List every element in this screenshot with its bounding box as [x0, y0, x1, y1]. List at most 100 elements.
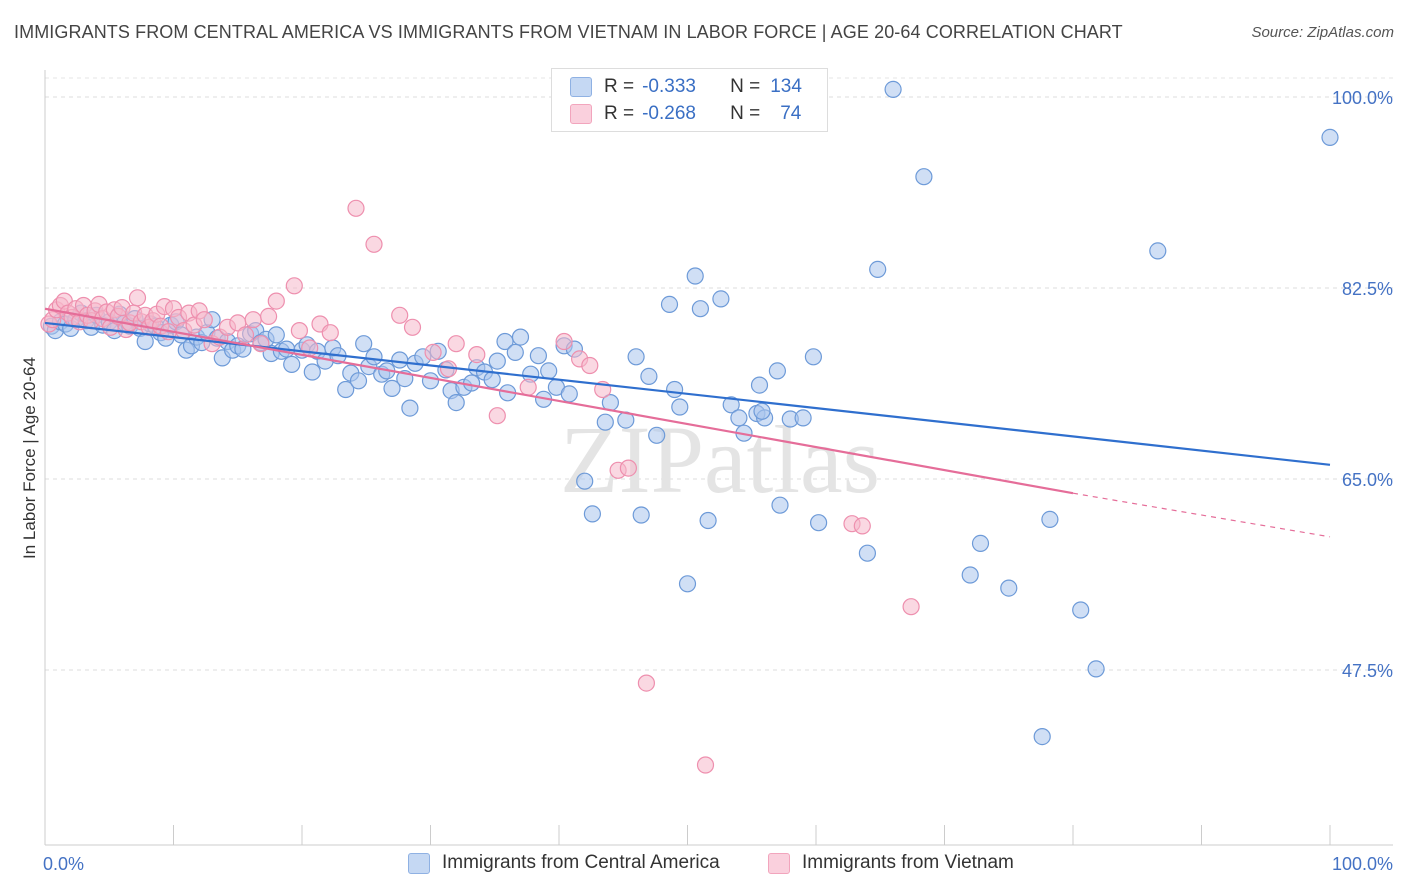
legend-r-label: R =: [604, 103, 635, 124]
data-point: [771, 496, 789, 514]
data-point: [267, 292, 285, 310]
data-point: [596, 413, 614, 431]
source-label: Source: ZipAtlas.com: [1251, 24, 1394, 41]
legend-row-central-america: R = -0.333 N = 134: [570, 74, 802, 100]
data-point: [267, 326, 285, 344]
legend-swatch-pink: [570, 104, 592, 124]
data-point: [283, 355, 301, 373]
data-point: [321, 324, 339, 342]
data-point: [468, 346, 486, 364]
legend-row-vietnam: R = -0.268 N = 74: [570, 101, 801, 127]
data-point: [961, 566, 979, 584]
data-point: [619, 459, 638, 477]
data-point: [581, 356, 599, 375]
y-tick-label: 65.0%: [1342, 470, 1393, 490]
data-point: [303, 363, 321, 381]
data-point: [869, 260, 887, 278]
legend-n-label: N =: [730, 103, 761, 124]
data-point: [236, 326, 255, 344]
data-point: [884, 80, 902, 99]
data-point: [285, 277, 303, 295]
data-point: [447, 335, 465, 353]
data-point: [750, 376, 769, 394]
data-point: [349, 372, 368, 390]
data-point: [136, 332, 154, 351]
data-point: [529, 347, 548, 365]
data-point: [768, 362, 787, 380]
data-point: [496, 332, 514, 351]
y-tick-label: 82.5%: [1342, 279, 1393, 299]
data-point: [391, 306, 409, 324]
legend-n-label: N =: [730, 76, 761, 97]
data-point: [1072, 601, 1090, 619]
series-legend: Immigrants from Central America Immigran…: [0, 850, 1406, 878]
data-point: [722, 396, 740, 414]
data-point: [971, 534, 990, 553]
data-point: [488, 407, 506, 425]
data-point: [506, 343, 524, 361]
legend-swatch-pink: [768, 852, 790, 874]
data-point: [128, 289, 147, 307]
x-tick-label-min: 0.0%: [43, 854, 84, 874]
data-point: [576, 472, 594, 490]
data-point: [1000, 579, 1018, 597]
data-point: [858, 544, 877, 562]
data-point: [511, 328, 530, 346]
legend-item-vietnam: Immigrants from Vietnam: [768, 852, 1014, 874]
data-point: [560, 385, 578, 403]
y-axis-title: In Labor Force | Age 20-64: [20, 357, 39, 559]
trend-line-vietnam: [44, 307, 1074, 495]
data-point: [424, 343, 442, 361]
data-point: [401, 399, 419, 417]
data-point: [915, 168, 933, 186]
data-point: [347, 199, 365, 217]
legend-item-central-america: Immigrants from Central America: [408, 852, 720, 874]
stats-legend: R = -0.333 N = 134 R = -0.268 N = 74: [551, 68, 828, 132]
data-point: [483, 371, 501, 389]
data-point: [260, 307, 278, 325]
legend-r-value: -0.268: [642, 103, 696, 124]
data-point: [712, 290, 730, 308]
trend-lines: [44, 307, 1331, 538]
legend-r-label: R =: [604, 76, 635, 97]
legend-label-central-america: Immigrants from Central America: [442, 852, 720, 873]
x-tick-label-max: 100.0%: [1332, 854, 1393, 874]
data-point: [383, 379, 401, 397]
data-point: [195, 311, 213, 329]
data-point: [488, 352, 506, 370]
data-point: [809, 514, 828, 532]
data-point: [290, 322, 308, 340]
data-point: [1033, 727, 1051, 746]
data-point: [583, 505, 602, 523]
data-point: [640, 367, 658, 385]
data-point: [794, 409, 812, 427]
data-point: [540, 362, 558, 380]
data-point: [355, 335, 373, 353]
data-point: [686, 267, 704, 285]
data-point: [671, 398, 689, 416]
data-point: [1087, 660, 1105, 678]
legend-n-value: 74: [780, 103, 802, 124]
data-point: [632, 506, 650, 524]
legend-swatch-blue: [408, 852, 430, 874]
data-point: [244, 311, 262, 329]
data-point: [519, 378, 537, 396]
data-point: [660, 295, 679, 313]
data-point: [365, 235, 383, 253]
legend-swatch-blue: [570, 77, 592, 97]
data-point: [730, 409, 748, 427]
data-point: [627, 348, 645, 366]
legend-label-vietnam: Immigrants from Vietnam: [802, 852, 1014, 873]
legend-n-value: 134: [770, 76, 802, 97]
data-point: [391, 351, 409, 369]
y-tick-labels: 100.0% 82.5% 65.0% 47.5%: [1332, 88, 1393, 681]
data-point: [1321, 128, 1339, 146]
grid-lines: [45, 77, 1393, 671]
data-point: [753, 402, 771, 420]
y-tick-label: 47.5%: [1342, 661, 1393, 681]
data-point: [421, 372, 440, 390]
data-point: [637, 674, 656, 692]
data-point: [678, 575, 697, 593]
data-point: [699, 511, 717, 530]
chart-title: IMMIGRANTS FROM CENTRAL AMERICA VS IMMIG…: [14, 22, 1123, 42]
